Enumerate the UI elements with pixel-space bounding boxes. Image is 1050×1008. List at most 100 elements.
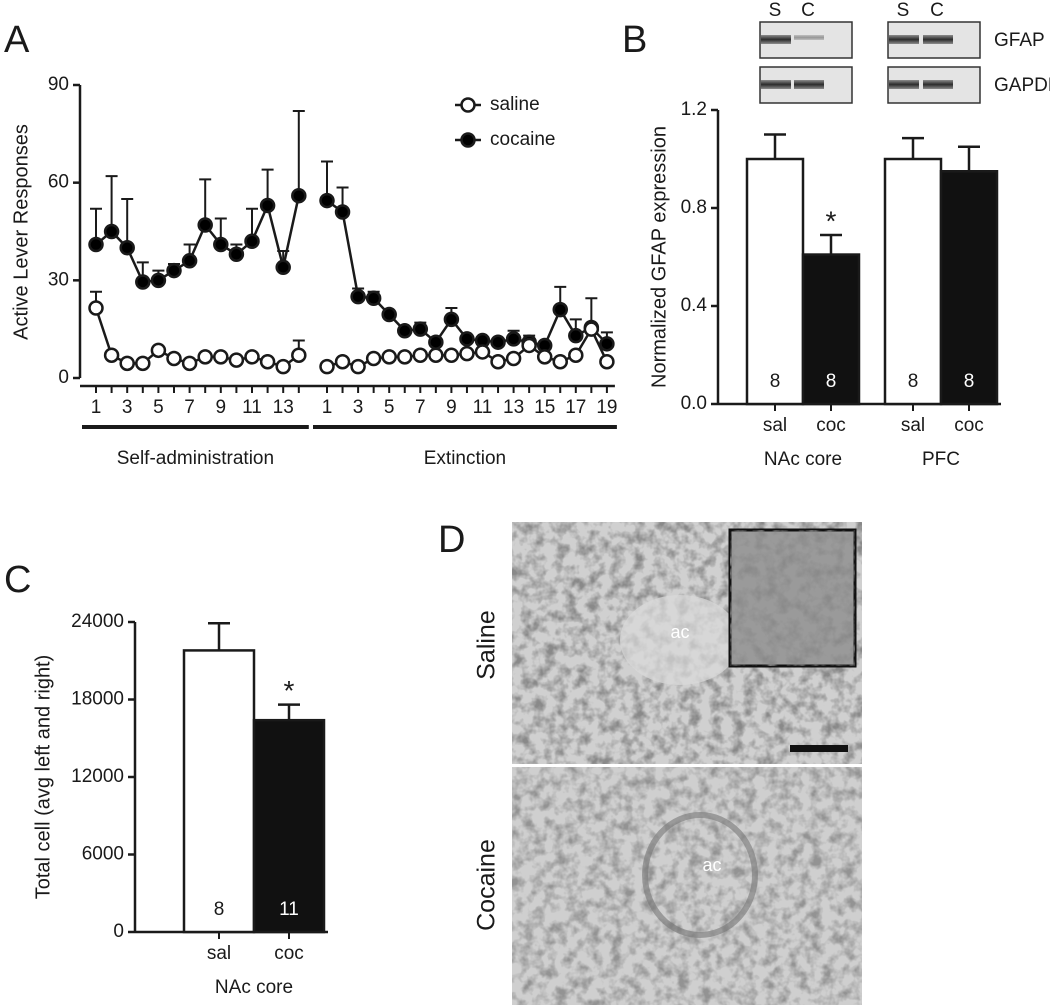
data-point: [365, 290, 382, 306]
blot-band: [889, 35, 919, 44]
data-point: [412, 321, 429, 337]
segment-label: Extinction: [424, 448, 506, 469]
data-point: [334, 204, 351, 220]
n-label: 8: [964, 371, 975, 392]
x-tick-label: coc: [274, 943, 304, 964]
x-tick-label: sal: [763, 415, 787, 436]
group-label: NAc core: [764, 449, 842, 470]
x-tick-label: 7: [415, 397, 426, 418]
data-point: [181, 355, 198, 372]
data-point: [213, 236, 229, 253]
data-point: [552, 301, 568, 318]
data-point: [291, 187, 307, 204]
data-point: [291, 347, 307, 363]
blot-band: [761, 80, 791, 89]
data-point: [568, 347, 584, 363]
y-tick-label: 90: [48, 74, 69, 95]
data-point: [103, 223, 120, 240]
bar: [182, 649, 256, 934]
error-bar: [902, 136, 924, 159]
data-point: [474, 344, 491, 360]
data-point: [166, 350, 182, 367]
y-tick-label: 6000: [82, 844, 124, 865]
data-point: [150, 342, 167, 359]
y-axis-label: Active Lever Responses: [10, 124, 32, 340]
error-bar: [121, 197, 134, 248]
y-axis-label: Total cell (avg left and right): [32, 655, 54, 900]
segment-bar: [313, 425, 617, 429]
micrograph-cocaine: [512, 767, 862, 1005]
data-point: [459, 331, 475, 347]
y-tick-label: 0: [113, 921, 124, 942]
x-tick-label: 17: [565, 397, 586, 418]
data-point: [150, 272, 167, 289]
data-point: [181, 253, 198, 269]
data-point: [88, 236, 104, 253]
bar: [252, 718, 326, 934]
data-point: [197, 217, 213, 233]
x-tick-label: 5: [384, 397, 395, 418]
data-point: [490, 334, 506, 350]
x-tick-label: 7: [184, 397, 195, 418]
y-tick-label: 0.0: [681, 393, 707, 414]
significance-label: *: [284, 675, 295, 706]
y-tick-label: 1.2: [681, 99, 707, 120]
data-point: [197, 349, 213, 365]
data-point: [397, 349, 413, 365]
significance-label: *: [826, 205, 837, 236]
data-point: [88, 300, 104, 316]
n-label: 8: [826, 371, 837, 392]
x-tick-label: 5: [153, 397, 164, 418]
n-label: 8: [214, 899, 225, 920]
data-point: [428, 347, 444, 363]
y-tick-label: 24000: [71, 611, 124, 632]
y-tick-label: 0.8: [681, 197, 707, 218]
region-label: ac: [670, 622, 689, 642]
group-label: PFC: [922, 449, 960, 470]
panel-label: D: [438, 519, 465, 561]
data-point: [228, 352, 245, 368]
error-bar: [292, 110, 305, 196]
x-tick-label: 1: [91, 397, 102, 418]
bar: [939, 170, 999, 406]
data-point: [505, 350, 522, 367]
x-tick-label: 11: [473, 397, 493, 418]
blot-row-label: GFAP: [994, 30, 1045, 51]
blot-lane-label: S: [897, 0, 910, 21]
x-tick-label: coc: [954, 415, 984, 436]
data-point: [443, 311, 460, 328]
x-tick-label: 19: [596, 397, 617, 418]
blot-lane-label: S: [769, 0, 782, 21]
blot-band: [889, 80, 919, 89]
blot-band: [794, 35, 824, 40]
y-axis-label: Normalized GFAP expression: [648, 126, 670, 388]
error-bar: [105, 175, 118, 232]
data-point: [166, 262, 182, 279]
y-tick-label: 60: [48, 172, 69, 193]
x-tick-label: 13: [503, 397, 524, 418]
legend-label: saline: [490, 94, 540, 115]
data-point: [103, 347, 120, 363]
data-point: [119, 355, 135, 372]
data-point: [552, 353, 568, 370]
blot-band: [923, 35, 953, 44]
x-tick-label: 1: [322, 397, 333, 418]
data-point: [428, 334, 444, 350]
data-point: [505, 331, 522, 347]
x-tick-label: 15: [534, 397, 555, 418]
error-bar: [958, 145, 980, 172]
n-label: 8: [908, 371, 919, 392]
y-tick-label: 12000: [71, 766, 124, 787]
data-point: [135, 274, 151, 290]
data-point: [381, 349, 397, 365]
data-point: [536, 349, 553, 365]
row-label: Saline: [473, 610, 501, 680]
data-point: [319, 358, 335, 375]
data-point: [521, 337, 537, 354]
y-tick-label: 18000: [71, 689, 124, 710]
blot-lane-label: C: [930, 0, 944, 21]
data-point: [259, 353, 276, 370]
data-point: [275, 358, 291, 375]
x-tick-label: 9: [446, 397, 457, 418]
